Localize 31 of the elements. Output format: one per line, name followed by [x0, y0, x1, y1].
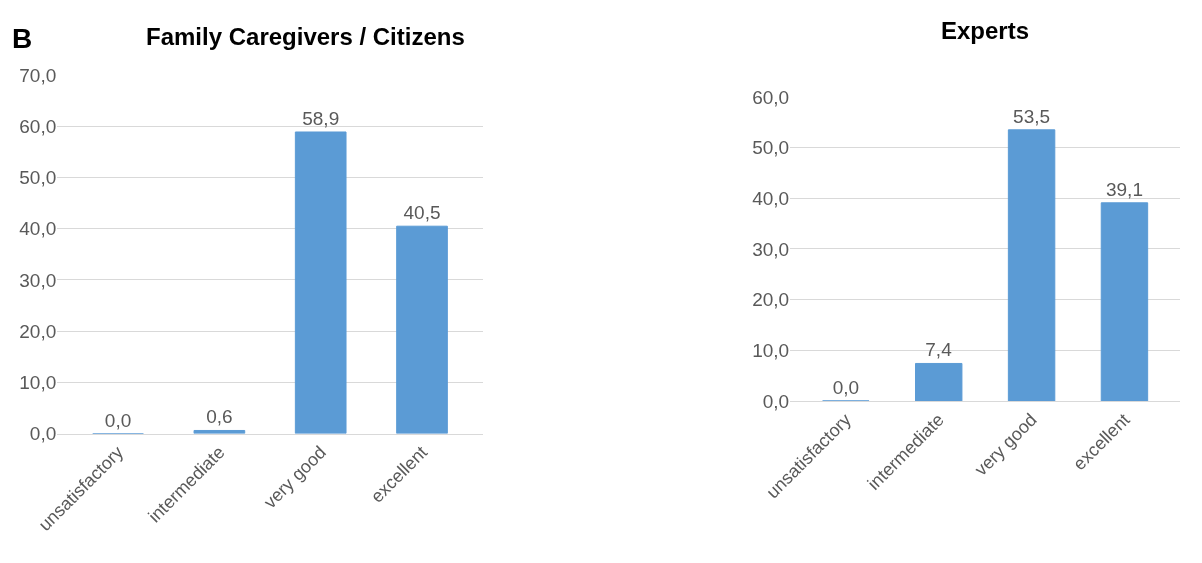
- y-tick-label: 10,0: [19, 371, 57, 393]
- y-tick-label: 50,0: [752, 137, 790, 159]
- y-tick-label: 30,0: [752, 238, 790, 260]
- y-tick-label: 0,0: [29, 423, 57, 445]
- data-label: 0,0: [104, 409, 132, 431]
- data-label: 39,1: [1105, 178, 1143, 200]
- data-label: 40,5: [403, 202, 441, 224]
- bar: [1100, 202, 1149, 401]
- data-label: 7,4: [925, 339, 953, 361]
- y-tick-label: 40,0: [752, 187, 790, 209]
- y-tick-label: 20,0: [752, 289, 790, 311]
- bar: [294, 131, 347, 434]
- data-label: 53,5: [1013, 105, 1051, 127]
- chart-title: Experts: [941, 17, 1030, 44]
- y-tick-label: 0,0: [762, 390, 790, 412]
- chart-title: Family Caregivers / Citizens: [146, 23, 465, 50]
- bar: [915, 362, 963, 401]
- y-tick-label: 70,0: [19, 64, 57, 86]
- bar: [396, 225, 448, 434]
- text: B: [12, 23, 33, 54]
- y-tick-label: 10,0: [752, 339, 790, 361]
- bar: [1007, 129, 1056, 401]
- y-tick-label: 60,0: [752, 86, 790, 108]
- y-tick-label: 50,0: [19, 167, 57, 189]
- y-tick-label: 30,0: [19, 269, 57, 291]
- data-label: 0,6: [206, 406, 233, 428]
- data-label: 58,9: [302, 107, 340, 129]
- y-tick-label: 20,0: [19, 320, 57, 342]
- y-tick-label: 60,0: [19, 116, 57, 138]
- data-label: 0,0: [832, 376, 860, 398]
- y-tick-label: 40,0: [19, 218, 57, 240]
